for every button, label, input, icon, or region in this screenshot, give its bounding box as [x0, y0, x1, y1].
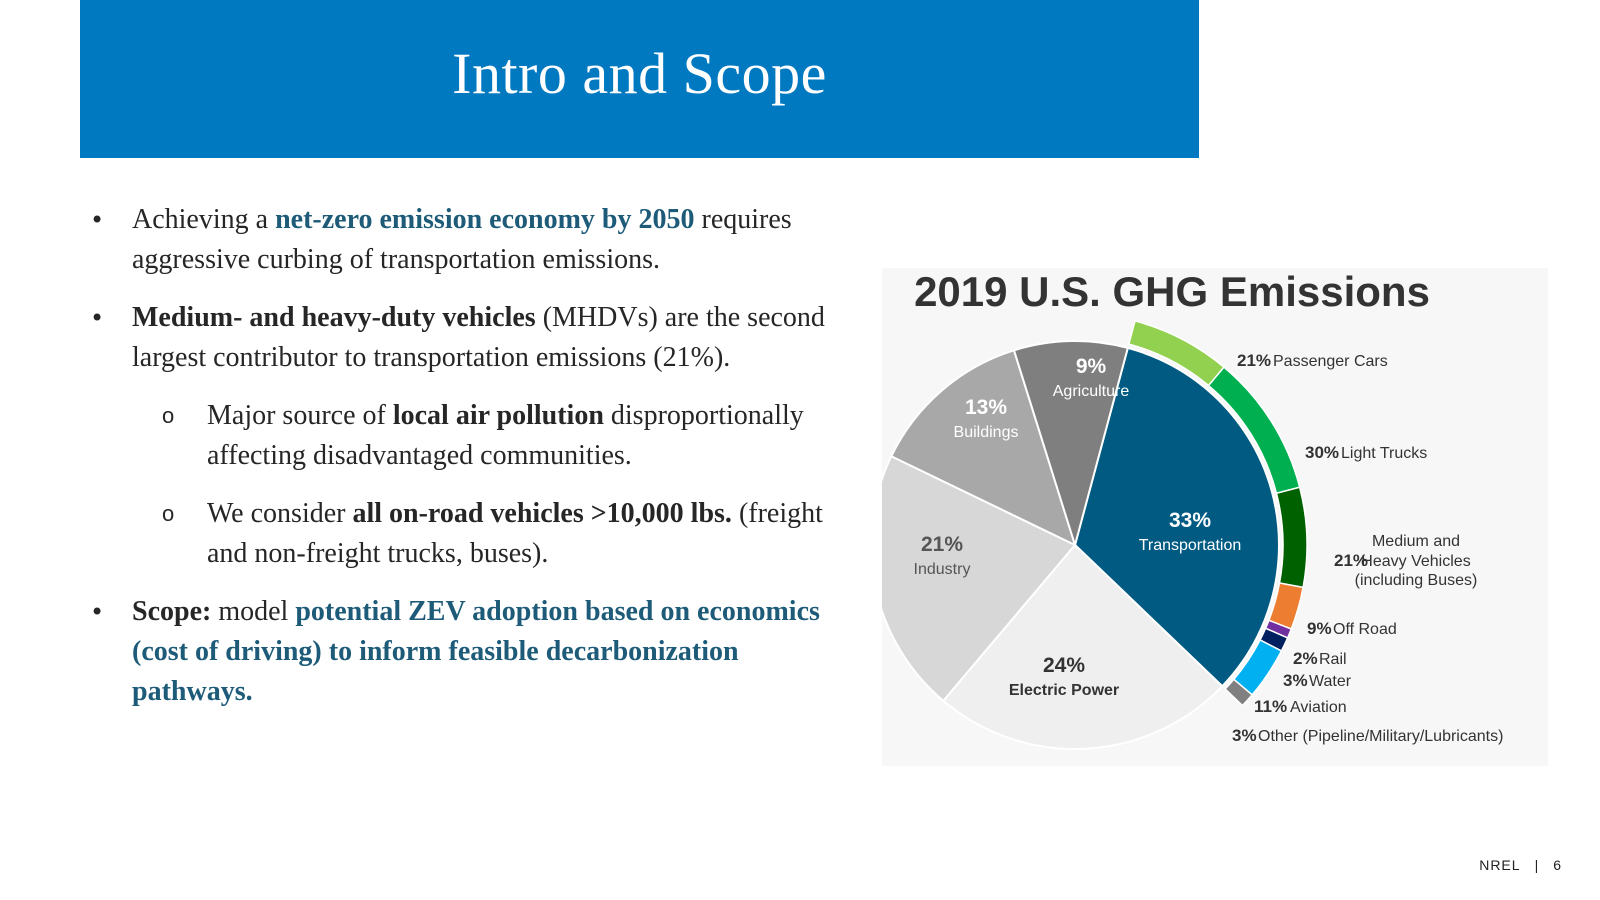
title-banner: Intro and Scope	[80, 0, 1199, 158]
sub-bullet-item: o We consider all on-road vehicles >10,0…	[90, 494, 830, 574]
bullet-bold: Scope:	[132, 596, 212, 627]
breakdown-value-label: 21%	[1237, 351, 1271, 370]
sector-name-label: Electric Power	[1009, 682, 1119, 699]
sector-value-label: 33%	[1169, 509, 1211, 532]
pie-slice-transportation	[1073, 346, 1280, 688]
sub-bullet-item: o Major source of local air pollution di…	[90, 396, 830, 476]
breakdown-name-label: Heavy Vehicles	[1361, 553, 1470, 570]
breakdown-value-label: 30%	[1305, 443, 1339, 462]
breakdown-value-label: 11%	[1254, 697, 1287, 716]
bullet-highlight: potential ZEV adoption based on economic…	[132, 596, 820, 707]
sector-name-label: Agriculture	[1053, 383, 1130, 400]
bullet-text: We consider	[207, 498, 353, 529]
bullet-text: Achieving a	[132, 204, 276, 235]
pie-slice-agriculture	[1012, 340, 1130, 549]
bullet-text: requires aggressive curbing of transport…	[132, 204, 792, 275]
footer-separator: |	[1534, 857, 1540, 873]
breakdown-value-label: 2%	[1293, 649, 1318, 668]
bullet-text: disproportionally affecting disadvantage…	[207, 400, 804, 471]
ring-segment-other-pipeline-military-lubricants	[1224, 678, 1254, 707]
sub-bullet-marker: o	[162, 501, 175, 526]
bullet-text: (MHDVs) are the second largest contribut…	[132, 302, 825, 373]
breakdown-name-label: Light Trucks	[1341, 445, 1427, 462]
sector-name-label: Industry	[914, 561, 971, 578]
breakdown-name-label: (including Buses)	[1355, 572, 1478, 589]
bullet-marker: •	[90, 304, 105, 332]
slide-footer: NREL | 6	[1479, 857, 1562, 873]
sector-value-label: 9%	[1076, 355, 1107, 378]
breakdown-value-label: 21%	[1334, 551, 1368, 570]
bullet-item: • Medium- and heavy-duty vehicles (MHDVs…	[90, 298, 830, 378]
sector-value-label: 21%	[921, 533, 963, 556]
breakdown-name-label: Other (Pipeline/Military/Lubricants)	[1258, 728, 1503, 745]
breakdown-name-label: Aviation	[1290, 699, 1347, 716]
breakdown-value-label: 9%	[1307, 619, 1332, 638]
slide-title: Intro and Scope	[452, 40, 827, 106]
breakdown-name-label: Off Road	[1333, 621, 1397, 638]
pie-slice-industry	[882, 454, 1077, 703]
bullet-item: • Scope: model potential ZEV adoption ba…	[90, 592, 830, 712]
bullet-bold: local air pollution	[392, 400, 604, 431]
sector-name-label: Transportation	[1139, 537, 1242, 554]
breakdown-name-label: Medium and	[1372, 533, 1460, 550]
breakdown-value-label: 3%	[1232, 726, 1257, 745]
bullet-bold: all on-road vehicles >10,000 lbs.	[352, 498, 732, 529]
bullet-list: • Achieving a net-zero emission economy …	[90, 200, 830, 730]
page-number: 6	[1553, 857, 1562, 873]
bullet-bold: Medium- and heavy-duty vehicles	[132, 302, 536, 333]
pie-chart: 33% Transportation 24% Electric Power 21% Ind…	[882, 319, 1503, 750]
breakdown-value-label: 3%	[1283, 671, 1308, 690]
bullet-text: (freight and non-freight trucks, buses).	[207, 498, 823, 569]
breakdown-name-label: Passenger Cars	[1273, 353, 1388, 370]
bullet-text: Major source of	[207, 400, 393, 431]
sector-value-label: 24%	[1043, 654, 1085, 677]
bullet-marker: •	[90, 206, 105, 234]
breakdown-name-label: Rail	[1319, 651, 1347, 668]
bullet-marker: •	[90, 598, 105, 626]
ring-segment-medium-and-heavy-vehicles-including-buses	[1275, 486, 1308, 589]
footer-org: NREL	[1479, 857, 1521, 873]
breakdown-name-label: Water	[1309, 673, 1352, 690]
sector-name-label: Buildings	[954, 424, 1019, 441]
sub-bullet-marker: o	[162, 403, 175, 428]
chart-title: 2019 U.S. GHG Emissions	[914, 268, 1430, 315]
pie-slice-electric-power	[941, 543, 1224, 750]
ghg-emissions-chart: 2019 U.S. GHG Emissions 33% Transportatio…	[882, 268, 1548, 766]
bullet-text: model	[211, 596, 296, 627]
sector-value-label: 13%	[965, 396, 1007, 419]
bullet-highlight: net-zero emission economy by 2050	[275, 204, 695, 235]
bullet-item: • Achieving a net-zero emission economy …	[90, 200, 830, 280]
